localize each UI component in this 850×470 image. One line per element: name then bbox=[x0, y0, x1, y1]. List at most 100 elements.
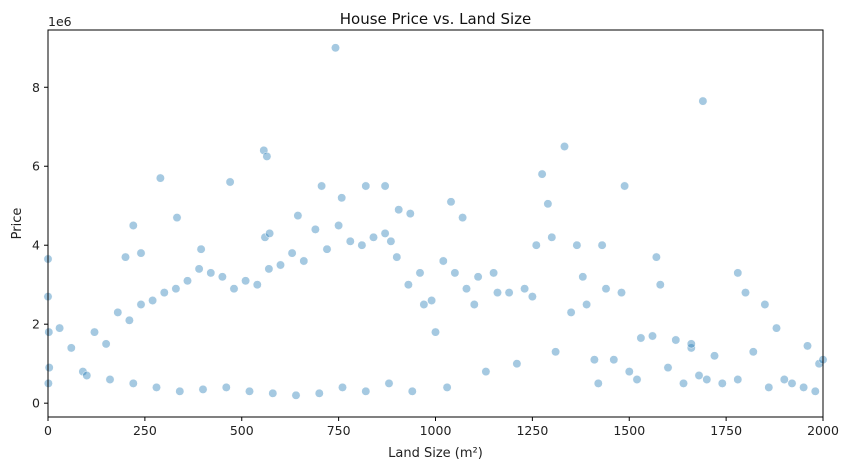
scatter-point bbox=[572, 240, 582, 250]
scatter-point bbox=[799, 382, 809, 392]
scatter-point bbox=[663, 363, 673, 373]
x-tick-label: 2000 bbox=[807, 423, 839, 438]
scatter-point bbox=[386, 236, 396, 246]
scatter-point bbox=[293, 211, 303, 221]
scatter-points bbox=[43, 43, 828, 400]
scatter-point bbox=[601, 284, 611, 294]
scatter-point bbox=[82, 371, 92, 380]
scatter-point bbox=[124, 315, 134, 325]
scatter-point bbox=[578, 272, 588, 282]
scatter-point bbox=[357, 240, 367, 250]
scatter-point bbox=[560, 142, 569, 151]
scatter-point bbox=[206, 268, 216, 278]
scatter-point bbox=[78, 367, 88, 377]
x-tick-label: 0 bbox=[44, 423, 52, 438]
scatter-point bbox=[334, 221, 344, 230]
scatter-point bbox=[764, 382, 774, 392]
scatter-point bbox=[582, 300, 592, 309]
scatter-point bbox=[617, 288, 626, 298]
y-tick-label: 0 bbox=[32, 396, 40, 411]
scatter-point bbox=[589, 355, 599, 365]
scatter-point bbox=[733, 268, 743, 278]
y-tick-label: 4 bbox=[32, 238, 40, 253]
scatter-point bbox=[268, 388, 278, 398]
scatter-point bbox=[287, 248, 297, 258]
y-tick-label: 6 bbox=[32, 159, 40, 174]
scatter-point bbox=[624, 367, 634, 377]
scatter-point bbox=[438, 256, 448, 266]
scatter-point bbox=[345, 236, 355, 246]
scatter-point bbox=[450, 268, 460, 278]
x-tick-label: 1750 bbox=[710, 423, 742, 438]
scatter-point bbox=[651, 252, 661, 262]
scatter-point bbox=[686, 339, 696, 349]
scatter-point bbox=[310, 224, 320, 234]
scatter-point bbox=[760, 300, 770, 309]
scatter-point bbox=[229, 284, 239, 294]
scatter-point bbox=[121, 252, 130, 262]
chart-title: House Price vs. Land Size bbox=[340, 10, 532, 28]
scatter-point bbox=[361, 181, 371, 191]
scatter-point bbox=[369, 232, 378, 242]
scatter-point bbox=[779, 375, 789, 384]
scatter-point bbox=[531, 240, 541, 250]
scatter-point bbox=[314, 388, 324, 398]
scatter-point bbox=[632, 375, 642, 384]
scatter-point bbox=[593, 378, 603, 388]
scatter-point bbox=[136, 248, 146, 258]
scatter-point bbox=[547, 232, 557, 242]
scatter-point bbox=[512, 359, 522, 369]
scatter-point bbox=[394, 205, 404, 215]
scatter-point bbox=[636, 333, 646, 343]
scatter-point bbox=[717, 378, 727, 388]
scatter-point bbox=[772, 323, 781, 333]
scatter-point bbox=[317, 181, 327, 191]
scatter-point bbox=[105, 375, 115, 384]
scatter-point bbox=[710, 351, 719, 361]
scatter-point bbox=[337, 193, 347, 203]
scatter-point bbox=[128, 221, 138, 230]
scatter-point bbox=[431, 327, 440, 337]
scatter-point bbox=[225, 177, 235, 187]
scatter-point bbox=[221, 382, 231, 392]
scatter-point bbox=[469, 300, 479, 309]
scatter-point bbox=[787, 378, 797, 388]
scatter-point bbox=[543, 199, 553, 209]
scatter-point bbox=[741, 288, 750, 298]
scatter-point bbox=[671, 335, 681, 345]
scatter-point bbox=[803, 341, 812, 351]
scatter-point bbox=[419, 300, 429, 309]
scatter-point bbox=[265, 228, 275, 238]
scatter-point bbox=[407, 386, 417, 396]
scatter-point bbox=[415, 268, 425, 278]
x-tick-label: 500 bbox=[230, 423, 254, 438]
scatter-point bbox=[322, 244, 332, 254]
scatter-point bbox=[128, 378, 138, 388]
scatter-point bbox=[171, 284, 181, 294]
scatter-point bbox=[733, 375, 743, 384]
scatter-point bbox=[155, 173, 165, 183]
scatter-point bbox=[338, 382, 347, 392]
scatter-point bbox=[504, 288, 514, 298]
x-axis-label: Land Size (m²) bbox=[388, 446, 483, 461]
scatter-point bbox=[462, 284, 471, 294]
scatter-point bbox=[260, 232, 270, 242]
scatter-point bbox=[198, 384, 208, 394]
scatter-point bbox=[55, 323, 65, 333]
scatter-point bbox=[655, 280, 665, 290]
scatter-point bbox=[679, 378, 688, 388]
scatter-point bbox=[331, 43, 340, 53]
scatter-point bbox=[183, 276, 192, 286]
scatter-point bbox=[241, 276, 251, 286]
scatter-point bbox=[566, 307, 576, 317]
scatter-point bbox=[702, 375, 712, 384]
x-tick-label: 1500 bbox=[613, 423, 645, 438]
scatter-point bbox=[217, 272, 227, 282]
scatter-point bbox=[194, 264, 204, 274]
scatter-point bbox=[101, 339, 111, 349]
scatter-point bbox=[537, 169, 547, 179]
x-tick-label: 750 bbox=[327, 423, 351, 438]
scatter-point bbox=[262, 151, 272, 161]
